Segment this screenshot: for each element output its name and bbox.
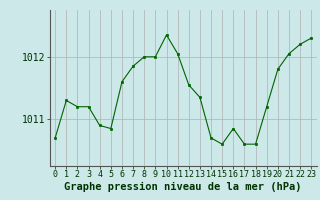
X-axis label: Graphe pression niveau de la mer (hPa): Graphe pression niveau de la mer (hPa) bbox=[64, 182, 302, 192]
